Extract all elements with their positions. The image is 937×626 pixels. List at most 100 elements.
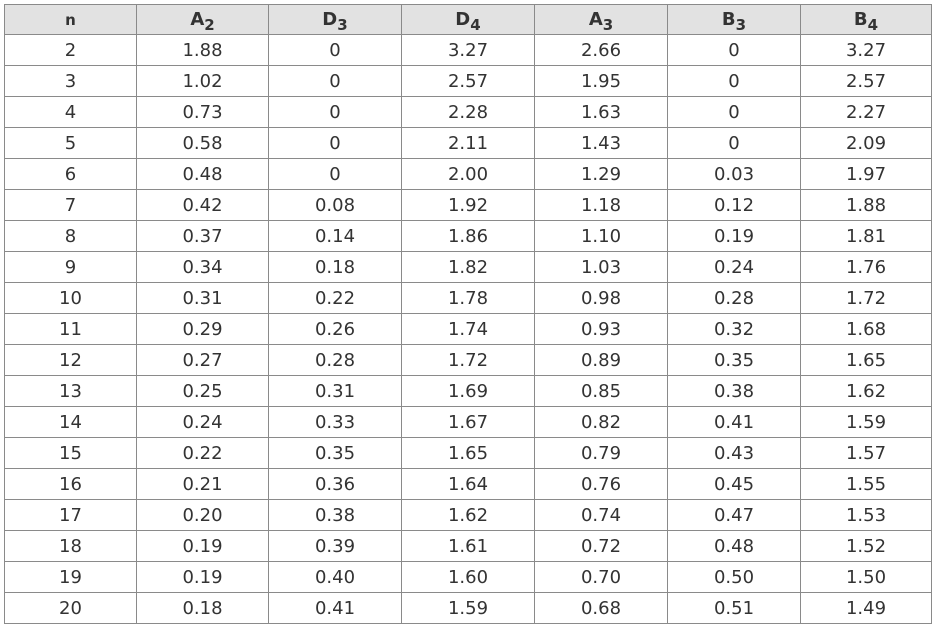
header-row: n A2 D3 D4 A3 B3 B4 <box>4 4 932 35</box>
constant-value-cell: 0.03 <box>667 158 801 190</box>
constant-value-cell: 0.27 <box>136 344 269 376</box>
constant-value-cell: 0.38 <box>667 375 801 407</box>
sample-size-cell: 5 <box>4 127 137 159</box>
column-header-subscript: 4 <box>470 16 481 34</box>
constant-value-cell: 1.86 <box>401 220 535 252</box>
constant-value-cell: 2.66 <box>534 34 668 66</box>
constant-value-cell: 1.49 <box>800 592 932 624</box>
column-header-b4: B4 <box>800 4 932 35</box>
column-header-n: n <box>4 4 137 35</box>
constant-value-cell: 0.39 <box>268 530 402 562</box>
constant-value-cell: 0.79 <box>534 437 668 469</box>
constant-value-cell: 0.28 <box>268 344 402 376</box>
table-row: 17 0.20 0.38 1.62 0.74 0.47 1.53 <box>4 499 932 531</box>
constant-value-cell: 0.33 <box>268 406 402 438</box>
constant-value-cell: 0.22 <box>268 282 402 314</box>
constant-value-cell: 0.58 <box>136 127 269 159</box>
constant-value-cell: 1.50 <box>800 561 932 593</box>
constant-value-cell: 0 <box>667 96 801 128</box>
column-header-symbol: D <box>322 9 338 30</box>
constant-value-cell: 1.29 <box>534 158 668 190</box>
constant-value-cell: 1.81 <box>800 220 932 252</box>
constant-value-cell: 0.68 <box>534 592 668 624</box>
column-header-symbol: A <box>588 9 603 30</box>
constant-value-cell: 0 <box>268 127 402 159</box>
column-header-subscript: 2 <box>204 16 215 34</box>
table-row: 16 0.21 0.36 1.64 0.76 0.45 1.55 <box>4 468 932 500</box>
constant-value-cell: 1.88 <box>800 189 932 221</box>
column-header-symbol: n <box>65 10 76 29</box>
constant-value-cell: 1.65 <box>401 437 535 469</box>
column-header-symbol: B <box>721 9 736 30</box>
constant-value-cell: 0 <box>667 34 801 66</box>
constant-value-cell: 2.09 <box>800 127 932 159</box>
constant-value-cell: 0.24 <box>136 406 269 438</box>
constant-value-cell: 0.12 <box>667 189 801 221</box>
column-header-symbol: B <box>853 9 868 30</box>
sample-size-cell: 6 <box>4 158 137 190</box>
constant-value-cell: 1.57 <box>800 437 932 469</box>
sample-size-cell: 7 <box>4 189 137 221</box>
constant-value-cell: 0.89 <box>534 344 668 376</box>
constant-value-cell: 1.02 <box>136 65 269 97</box>
constant-value-cell: 1.72 <box>401 344 535 376</box>
constant-value-cell: 0.31 <box>136 282 269 314</box>
table-row: 4 0.73 0 2.28 1.63 0 2.27 <box>4 96 932 128</box>
constant-value-cell: 0.24 <box>667 251 801 283</box>
constant-value-cell: 0.41 <box>268 592 402 624</box>
column-header-symbol: D <box>455 9 471 30</box>
constant-value-cell: 0.48 <box>667 530 801 562</box>
constant-value-cell: 0.51 <box>667 592 801 624</box>
constant-value-cell: 1.76 <box>800 251 932 283</box>
constant-value-cell: 1.78 <box>401 282 535 314</box>
constant-value-cell: 0.73 <box>136 96 269 128</box>
constant-value-cell: 1.68 <box>800 313 932 345</box>
table-row: 15 0.22 0.35 1.65 0.79 0.43 1.57 <box>4 437 932 469</box>
table-row: 6 0.48 0 2.00 1.29 0.03 1.97 <box>4 158 932 190</box>
constant-value-cell: 3.27 <box>401 34 535 66</box>
sample-size-cell: 8 <box>4 220 137 252</box>
constant-value-cell: 0.98 <box>534 282 668 314</box>
column-header-subscript: 3 <box>337 16 348 34</box>
constant-value-cell: 0.29 <box>136 313 269 345</box>
column-header-a3: A3 <box>534 4 668 35</box>
constant-value-cell: 2.27 <box>800 96 932 128</box>
constant-value-cell: 0.19 <box>667 220 801 252</box>
constant-value-cell: 0.93 <box>534 313 668 345</box>
constant-value-cell: 1.63 <box>534 96 668 128</box>
constant-value-cell: 1.61 <box>401 530 535 562</box>
constant-value-cell: 0.41 <box>667 406 801 438</box>
sample-size-cell: 15 <box>4 437 137 469</box>
constant-value-cell: 0.18 <box>136 592 269 624</box>
constant-value-cell: 0.82 <box>534 406 668 438</box>
constant-value-cell: 0.28 <box>667 282 801 314</box>
constant-value-cell: 0.22 <box>136 437 269 469</box>
constant-value-cell: 0.31 <box>268 375 402 407</box>
sample-size-cell: 16 <box>4 468 137 500</box>
constant-value-cell: 1.97 <box>800 158 932 190</box>
constant-value-cell: 0.19 <box>136 530 269 562</box>
constant-value-cell: 0 <box>667 127 801 159</box>
constant-value-cell: 1.67 <box>401 406 535 438</box>
table-row: 13 0.25 0.31 1.69 0.85 0.38 1.62 <box>4 375 932 407</box>
table-body: 2 1.88 0 3.27 2.66 0 3.27 3 1.02 0 2.57 1.95 0 2.57 4 0… <box>4 34 932 624</box>
column-header-d4: D4 <box>401 4 535 35</box>
table-row: 3 1.02 0 2.57 1.95 0 2.57 <box>4 65 932 97</box>
table-row: 19 0.19 0.40 1.60 0.70 0.50 1.50 <box>4 561 932 593</box>
constant-value-cell: 1.82 <box>401 251 535 283</box>
control-chart-constants-table: n A2 D3 D4 A3 B3 B4 2 1.88 0 3.27 2.66 0 3.27 3 1.02 0 2… <box>4 4 932 624</box>
constant-value-cell: 0.74 <box>534 499 668 531</box>
constant-value-cell: 1.53 <box>800 499 932 531</box>
constant-value-cell: 0 <box>268 34 402 66</box>
constant-value-cell: 0.18 <box>268 251 402 283</box>
constant-value-cell: 1.18 <box>534 189 668 221</box>
constant-value-cell: 1.88 <box>136 34 269 66</box>
column-header-b3: B3 <box>667 4 801 35</box>
sample-size-cell: 12 <box>4 344 137 376</box>
constant-value-cell: 1.55 <box>800 468 932 500</box>
constant-value-cell: 2.00 <box>401 158 535 190</box>
constant-value-cell: 0.32 <box>667 313 801 345</box>
constant-value-cell: 1.03 <box>534 251 668 283</box>
constant-value-cell: 2.57 <box>800 65 932 97</box>
sample-size-cell: 10 <box>4 282 137 314</box>
